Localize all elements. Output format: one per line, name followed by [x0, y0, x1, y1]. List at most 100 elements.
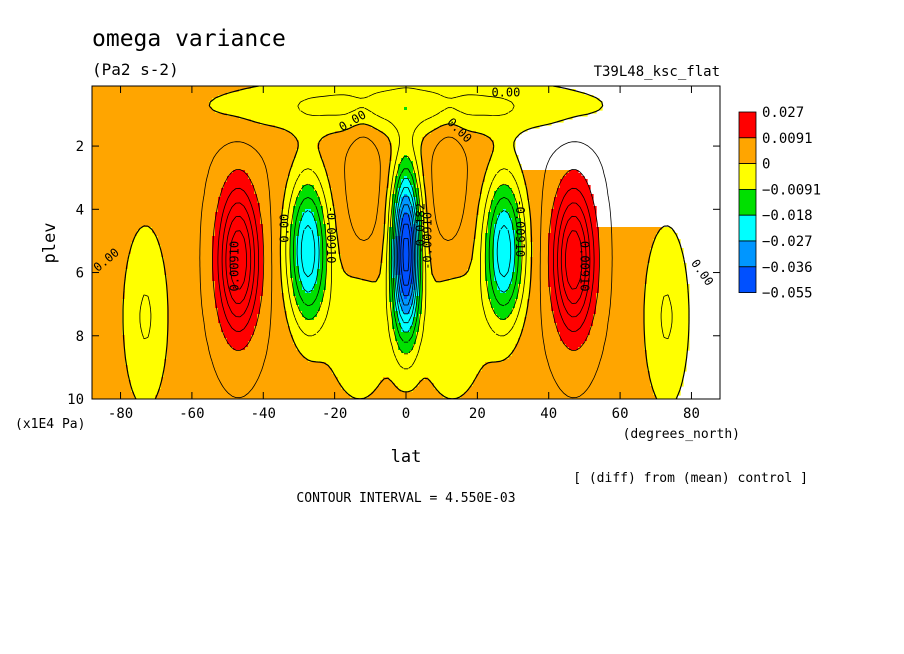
field-cell [341, 257, 384, 261]
field-cell [431, 263, 471, 267]
x-tick-label: -20 [322, 406, 347, 422]
field-cell [92, 257, 129, 261]
field-cell [320, 248, 327, 252]
field-cell [92, 341, 126, 345]
field-cell [494, 272, 513, 276]
field-cell [332, 200, 387, 204]
field-cell [524, 320, 555, 324]
field-cell [404, 311, 411, 315]
field-cell [326, 227, 336, 231]
field-cell [386, 215, 393, 219]
field-cell [401, 230, 414, 234]
field-cell [410, 224, 417, 228]
field-cell [341, 254, 384, 258]
field-cell [314, 317, 393, 321]
field-cell [323, 161, 390, 165]
field-cell [419, 194, 426, 198]
field-cell [131, 383, 162, 387]
field-cell [569, 347, 579, 351]
contour-label: 0.00910 [228, 241, 242, 292]
field-cell [497, 284, 510, 288]
field-cell [218, 206, 261, 210]
field-cell [413, 170, 423, 174]
field-cell [92, 347, 126, 351]
field-cell [134, 395, 156, 399]
field-cell [422, 158, 492, 162]
contour-line [221, 202, 591, 318]
field-cell [326, 134, 387, 138]
field-cell [125, 356, 168, 360]
field-cell [125, 290, 168, 294]
field-cell [383, 227, 390, 231]
field-cell [92, 95, 219, 99]
field-cell [398, 191, 414, 195]
field-cell [92, 335, 126, 339]
field-cell [92, 323, 123, 327]
field-cell [413, 242, 417, 246]
field-cell [296, 203, 321, 207]
field-cell [551, 302, 597, 306]
field-cell [299, 194, 318, 198]
field-cell [590, 329, 645, 333]
field-cell [395, 308, 402, 312]
x-axis-label: lat [391, 447, 422, 467]
field-cell [398, 263, 414, 267]
field-cell [476, 377, 651, 381]
field-cell [281, 284, 294, 288]
field-cell [560, 182, 588, 186]
field-cell [467, 269, 486, 273]
field-cell [494, 143, 516, 147]
field-cell [263, 227, 282, 231]
field-cell [485, 260, 495, 264]
field-cell [395, 245, 399, 249]
field-cell [395, 287, 399, 291]
run-label: T39L48_ksc_flat [594, 64, 720, 80]
field-cell [92, 338, 126, 342]
field-cell [416, 302, 423, 306]
field-cell [473, 257, 486, 261]
field-cell [425, 191, 483, 195]
filled-contours [92, 86, 690, 399]
field-cell [317, 191, 333, 195]
field-cell [92, 236, 135, 240]
field-cell [92, 290, 126, 294]
field-cell [548, 248, 600, 252]
field-cell [227, 341, 249, 345]
field-cell [449, 278, 486, 282]
field-cell [317, 311, 393, 315]
field-cell [419, 233, 423, 237]
field-cell [92, 239, 135, 243]
field-cell [548, 242, 600, 246]
field-cell [389, 173, 399, 177]
field-cell [125, 350, 168, 354]
field-cell [401, 200, 411, 204]
field-cell [479, 200, 492, 204]
field-cell [293, 164, 324, 168]
field-cell [476, 221, 489, 225]
field-cell [167, 332, 225, 336]
field-cell [479, 194, 495, 198]
field-cell [443, 395, 462, 399]
field-cell [338, 248, 384, 252]
field-cell [422, 221, 429, 225]
field-cell [92, 203, 219, 207]
field-cell [92, 344, 126, 348]
field-cell [524, 176, 564, 180]
field-cell [413, 323, 420, 327]
field-cell [92, 293, 126, 297]
contour-label: -0.0182 [413, 203, 427, 254]
field-cell [398, 254, 414, 258]
field-cell [347, 128, 378, 132]
field-cell [389, 272, 393, 276]
field-cell [644, 338, 690, 342]
field-cell [494, 257, 516, 261]
field-cell [263, 233, 282, 237]
field-cell [167, 281, 216, 285]
field-cell [92, 269, 126, 273]
field-cell [512, 281, 522, 285]
x-tick-label: 80 [683, 406, 700, 422]
field-cell [557, 188, 591, 192]
field-cell [551, 290, 600, 294]
field-cell [215, 293, 264, 297]
field-cell [422, 272, 432, 276]
